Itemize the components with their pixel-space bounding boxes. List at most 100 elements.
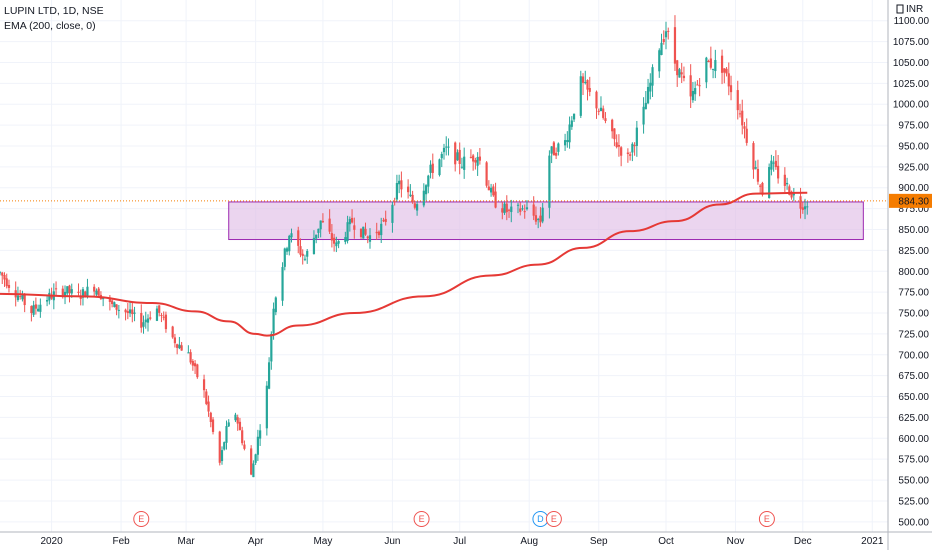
candle-body (202, 379, 206, 391)
candle-body (209, 412, 212, 422)
candle-body (413, 203, 416, 208)
price-tick-label: 725.00 (898, 329, 929, 340)
price-tick-label: 775.00 (898, 288, 929, 299)
candle-body (312, 237, 316, 254)
candle-body (555, 152, 558, 156)
earnings-event-badge: E (758, 511, 775, 527)
price-tick-label: 1100.00 (894, 16, 930, 27)
candle-body (631, 143, 634, 153)
candle-body (407, 186, 410, 193)
candle-body (84, 291, 87, 298)
candle-body (234, 414, 237, 421)
candle-body (429, 164, 432, 173)
candle-body (160, 314, 163, 316)
candle-body (604, 118, 607, 122)
earnings-badge-label: E (764, 514, 770, 524)
candle-body (265, 385, 268, 429)
candle-body (81, 289, 85, 298)
candle-body (395, 182, 399, 200)
candle-body (644, 102, 647, 110)
candle-body (297, 230, 300, 246)
candle-body (635, 127, 638, 146)
candle-body (97, 288, 100, 296)
candle-body (539, 215, 542, 223)
price-tick-label: 650.00 (898, 392, 929, 403)
last-price-label: 884.30 (898, 196, 929, 207)
candle-body (445, 146, 448, 148)
candle-body (353, 225, 356, 230)
ema-200-line (0, 191, 808, 337)
price-tick-label: 825.00 (898, 246, 929, 257)
dividend-badge-label: D (537, 514, 544, 524)
candle-body (519, 208, 522, 212)
candle-body (727, 73, 730, 87)
candle-body (689, 75, 692, 97)
candle-body (772, 162, 775, 164)
candle-body (790, 191, 793, 198)
candle-body (189, 352, 192, 363)
candle-body (411, 194, 414, 203)
time-tick-label: Sep (590, 536, 608, 547)
price-axis[interactable]: 500.00 525.00 550.00 575.00 600.00 625.00 650.… (887, 0, 930, 550)
candle-body (333, 237, 336, 244)
candle-body (196, 364, 199, 378)
candle-body (158, 305, 161, 313)
candle-body (460, 166, 464, 168)
candle-body (723, 68, 726, 73)
candle-body (658, 50, 661, 72)
candle-body (595, 91, 598, 109)
candle-body (664, 31, 668, 38)
candle-body (667, 30, 670, 32)
time-tick-label: Aug (520, 536, 538, 547)
candle-body (164, 314, 168, 330)
price-tick-label: 500.00 (898, 517, 929, 528)
candle-body (774, 160, 777, 168)
candle-body (211, 419, 215, 432)
time-axis[interactable]: 2020 Feb Mar Apr May Jun Jul Aug Sep Oct Nov Dec 202… (0, 531, 932, 547)
candle-body (346, 222, 349, 241)
candle-body (442, 147, 446, 153)
currency-label: INR (906, 4, 923, 15)
candle-body (252, 463, 255, 478)
candle-body (144, 319, 147, 323)
candle-body (243, 444, 246, 449)
symbol-title[interactable]: LUPIN LTD, 1D, NSE (4, 5, 104, 17)
price-tick-label: 850.00 (898, 225, 929, 236)
candle-body (745, 128, 748, 143)
earnings-badge-label: E (138, 514, 144, 524)
candle-body (707, 60, 710, 62)
candle-body (680, 72, 683, 75)
price-tick-label: 600.00 (898, 434, 929, 445)
candle-body (384, 218, 387, 223)
candle-body (95, 290, 98, 295)
time-tick-label: Mar (178, 536, 196, 547)
candle-body (142, 322, 145, 327)
candle-body (225, 426, 228, 443)
candle-body (21, 294, 24, 300)
candle-body (803, 206, 807, 210)
time-tick-label: Nov (727, 536, 745, 547)
earnings-event-badge: E (133, 511, 150, 527)
candle-body (328, 218, 331, 232)
candle-body (344, 237, 347, 242)
candle-body (102, 297, 105, 300)
candle-body (568, 124, 571, 143)
candle-body (537, 218, 540, 221)
candle-body (173, 337, 177, 344)
candle-body (241, 430, 244, 444)
candle-body (400, 180, 403, 190)
candle-body (117, 309, 120, 311)
indicator-label[interactable]: EMA (200, close, 0) (4, 20, 96, 32)
candle-body (391, 204, 394, 223)
candle-body (501, 208, 504, 213)
candle-body (93, 286, 96, 292)
candle-body (301, 253, 304, 257)
candle-body (238, 421, 242, 431)
candle-body (438, 159, 441, 176)
price-tick-label: 875.00 (898, 204, 929, 215)
candle-body (633, 145, 636, 147)
candle-body (505, 203, 508, 213)
candle-body (447, 146, 450, 148)
candle-body (620, 147, 623, 156)
